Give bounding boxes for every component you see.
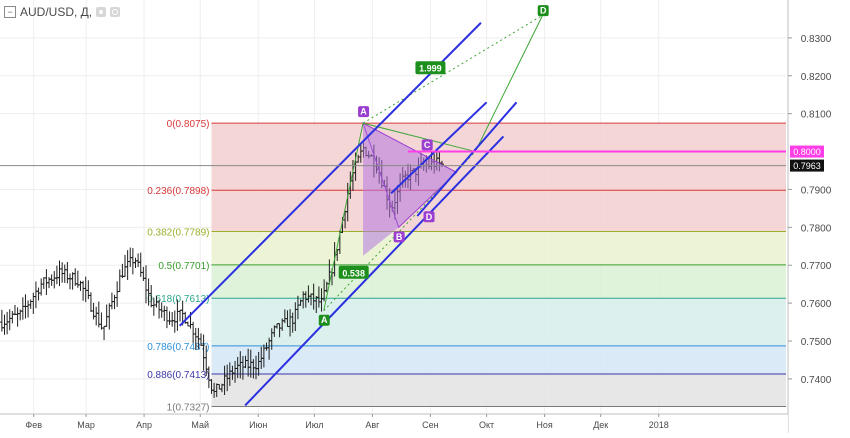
horizontal-line-badge [790,145,824,158]
triangle-point-D-box[interactable] [423,211,435,223]
fib-band-0.786 [211,345,786,374]
gear-icon[interactable] [110,7,121,17]
abcd-ratio-label-0.538: 0.538 [342,268,365,278]
x-tick-label: Мар [77,420,95,430]
time-axis[interactable] [0,414,788,433]
fib-band-0 [211,123,786,191]
abcd-ratio-box-1.999 [415,61,446,75]
abcd-point-D-label: D [540,6,547,16]
fib-level-label-0.886: 0.886(0.7413) [147,370,209,381]
fib-band-0.5 [211,264,786,299]
x-tick-label: Сен [422,420,439,430]
y-tick-label: 0.7800 [801,223,832,234]
y-tick-label: 0.8300 [801,34,832,45]
current-price-badge-label: 0.7963 [793,161,821,171]
triangle-point-D-label: D [426,212,433,222]
chart-legend: − AUD/USD, Д, [4,4,121,20]
fib-band-0.236 [211,190,786,232]
fib-band-0.886 [211,373,786,407]
triangle-lower [363,123,399,256]
triangle-point-A-label: A [360,107,367,117]
x-tick-label: Июн [249,420,267,430]
triangle-point-C-box[interactable] [421,139,433,151]
triangle-point-A-box[interactable] [358,106,370,118]
y-tick-label: 0.8200 [801,72,832,83]
x-tick-label: Дек [593,420,608,430]
x-tick-label: Апр [136,420,152,430]
abcd-ratio-line-1 [323,151,476,312]
x-tick-label: 2018 [649,420,669,430]
abcd-ratio-label-1.999: 1.999 [419,64,442,74]
abcd-point-A-label: A [321,315,328,325]
symbol-label: AUD/USD, Д, [20,5,93,19]
minus-box-icon[interactable]: − [4,6,16,18]
y-tick-label: 0.7500 [801,337,832,348]
x-tick-label: Фев [25,420,42,430]
fib-level-label-0: 0(0.8075) [167,119,210,130]
y-tick-label: 0.7900 [801,185,832,196]
fib-level-label-0.382: 0.382(0.7789) [147,228,209,239]
triangle-point-B-label: B [396,232,403,242]
x-tick-label: Ноя [536,420,553,430]
fib-level-label-0.5: 0.5(0.7701) [158,261,209,272]
abcd-point-D-box[interactable] [537,5,549,17]
current-price-badge [790,159,824,172]
fib-level-label-1: 1(0.7327) [167,403,210,414]
channel-line-1[interactable] [244,135,505,407]
abcd-leg-1 [362,122,476,153]
y-tick-label: 0.7400 [801,375,832,386]
fib-level-label-0.236: 0.236(0.7898) [147,186,209,197]
price-axis[interactable] [788,0,850,433]
eye-icon[interactable] [96,7,107,17]
x-tick-label: Авг [365,420,380,430]
y-tick-label: 0.7600 [801,299,832,310]
fib-band-0.382 [211,231,786,265]
fib-level-label-0.618: 0.618(0.7613) [147,294,209,305]
y-tick-label: 0.7700 [801,261,832,272]
channel-line-2[interactable] [390,101,488,194]
x-tick-label: Окт [479,420,494,430]
abcd-ratio-box-0.538 [338,265,369,279]
channel-line-3[interactable] [416,101,518,217]
x-tick-label: Май [191,420,209,430]
fib-band-0.618 [211,298,786,346]
abcd-leg-0 [323,123,364,311]
abcd-point-A-box[interactable] [318,314,330,326]
triangle-point-C-label: C [424,140,431,150]
triangle-point-B-box[interactable] [393,231,405,243]
horizontal-line-badge-label: 0.8000 [793,147,821,157]
abcd-leg-2 [474,14,544,152]
fib-level-label-0.786: 0.786(0.7487) [147,342,209,353]
y-tick-label: 0.8100 [801,110,832,121]
x-tick-label: Июл [305,420,323,430]
